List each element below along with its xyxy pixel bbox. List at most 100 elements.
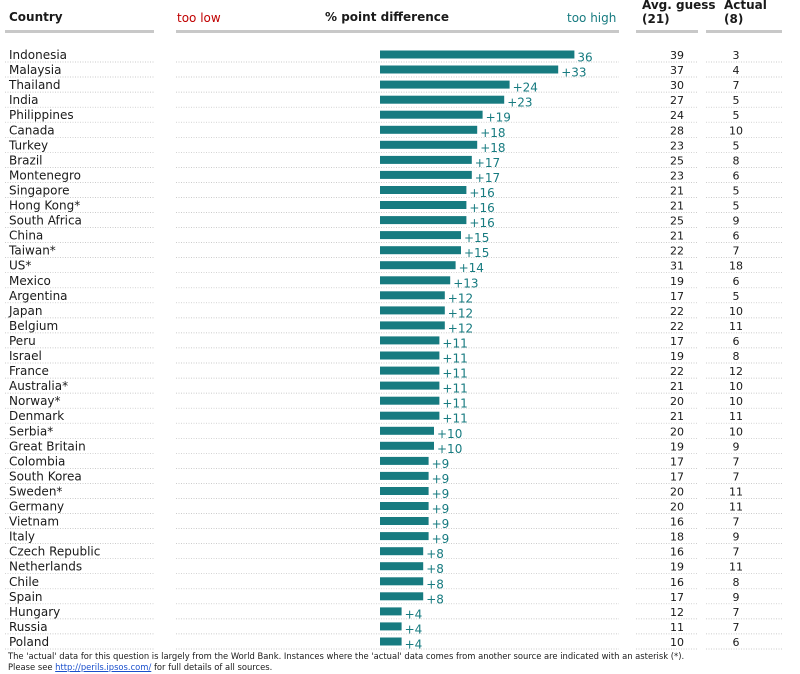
country-label: Vietnam (9, 515, 59, 529)
bar-value-label: +18 (480, 126, 505, 140)
avg-guess-value: 21 (670, 185, 684, 198)
bar-value-label: +11 (442, 352, 467, 366)
country-label: Taiwan* (8, 244, 56, 258)
actual-value: 5 (733, 94, 740, 107)
actual-count: (8) (724, 12, 744, 26)
actual-value: 10 (729, 425, 743, 438)
avg-guess-value: 19 (670, 561, 684, 574)
footer-note: The 'actual' data for this question is l… (8, 651, 685, 661)
bar (380, 592, 424, 601)
bar-value-label: +17 (475, 171, 500, 185)
actual-value: 11 (729, 410, 743, 423)
actual-value: 7 (733, 606, 740, 619)
bar-value-label: +11 (442, 397, 467, 411)
actual-value: 9 (733, 531, 740, 544)
bar (380, 336, 440, 345)
country-label: Turkey (8, 138, 48, 152)
avg-guess-value: 22 (670, 365, 684, 378)
actual-value: 11 (729, 486, 743, 499)
actual-value: 11 (729, 561, 743, 574)
bar-value-label: +8 (426, 577, 444, 591)
avg-guess-value: 39 (670, 49, 684, 62)
avg-guess-value: 16 (670, 546, 684, 559)
avg-guess-value: 20 (670, 395, 684, 408)
country-label: Malaysia (9, 63, 61, 77)
actual-value: 5 (733, 185, 740, 198)
bar-value-label: +9 (432, 472, 450, 486)
actual-value: 7 (733, 621, 740, 634)
bar-value-label: +12 (448, 306, 473, 320)
avg-guess-value: 22 (670, 245, 684, 258)
country-label: Norway* (9, 394, 61, 408)
country-label: US* (9, 259, 31, 273)
country-label: Australia* (9, 379, 68, 393)
bar (380, 532, 429, 541)
bar-value-label: +11 (442, 336, 467, 350)
bar (380, 487, 429, 495)
sources-link[interactable]: http://perils.ipsos.com/ (55, 662, 152, 672)
country-label: Hungary (9, 605, 60, 619)
avg-guess-value: 17 (670, 335, 684, 348)
actual-value: 6 (733, 335, 740, 348)
actual-value: 8 (733, 154, 740, 167)
country-label: Japan (8, 304, 42, 318)
country-label: Israel (9, 349, 42, 363)
bar (380, 216, 467, 225)
country-label: Hong Kong* (9, 199, 80, 213)
country-label: Thailand (8, 78, 61, 92)
bar-value-label: +9 (432, 457, 450, 471)
avg-guess-value: 17 (670, 470, 684, 483)
bar (380, 261, 456, 270)
country-label: Germany (9, 500, 64, 514)
country-label: South Africa (9, 214, 82, 228)
bar (380, 246, 461, 255)
bar-value-label: +16 (469, 186, 494, 200)
country-label: Indonesia (9, 48, 67, 62)
bar-value-label: +23 (507, 96, 532, 110)
country-label: Netherlands (9, 560, 82, 574)
bar (380, 110, 483, 119)
actual-value: 6 (733, 275, 740, 288)
country-label: China (9, 229, 43, 243)
country-label: Great Britain (9, 439, 86, 453)
footer-sources-post: for full details of all sources. (151, 662, 273, 672)
actual-value: 10 (729, 305, 743, 318)
actual-value: 7 (733, 455, 740, 468)
country-label: Czech Republic (9, 545, 100, 559)
country-label: Canada (9, 123, 55, 137)
country-label: Serbia* (9, 424, 53, 438)
bar-value-label: +10 (437, 442, 462, 456)
bar (380, 502, 429, 510)
bar-value-label: +9 (432, 487, 450, 501)
actual-value: 9 (733, 591, 740, 604)
avg-guess-value: 23 (670, 139, 684, 152)
bar (380, 607, 402, 616)
avg-guess-count: (21) (642, 12, 670, 26)
actual-value: 9 (733, 215, 740, 228)
avg-guess-value: 23 (670, 169, 684, 182)
bar-value-label: +14 (459, 261, 484, 275)
bar (380, 140, 478, 149)
actual-value: 5 (733, 200, 740, 213)
actual-value: 6 (733, 636, 740, 649)
avg-guess-value: 25 (670, 215, 684, 228)
avg-guess-value: 30 (670, 79, 684, 92)
bar-value-label: 36 (577, 51, 592, 65)
country-label: Peru (9, 334, 36, 348)
bar-value-label: +24 (513, 81, 538, 95)
avg-guess-value: 28 (670, 124, 684, 137)
footer-sources-pre: Please see (8, 662, 56, 672)
country-label: Colombia (9, 454, 65, 468)
country-label: Spain (9, 590, 43, 604)
country-label: Argentina (9, 289, 68, 303)
avg-guess-value: 17 (670, 455, 684, 468)
avg-guess-value: 27 (670, 94, 684, 107)
actual-value: 6 (733, 230, 740, 243)
country-label: Singapore (9, 184, 70, 198)
country-label: India (9, 93, 38, 107)
actual-value: 10 (729, 380, 743, 393)
actual-value: 7 (733, 245, 740, 258)
bar-value-label: +12 (448, 321, 473, 335)
avg-guess-value: 21 (670, 230, 684, 243)
